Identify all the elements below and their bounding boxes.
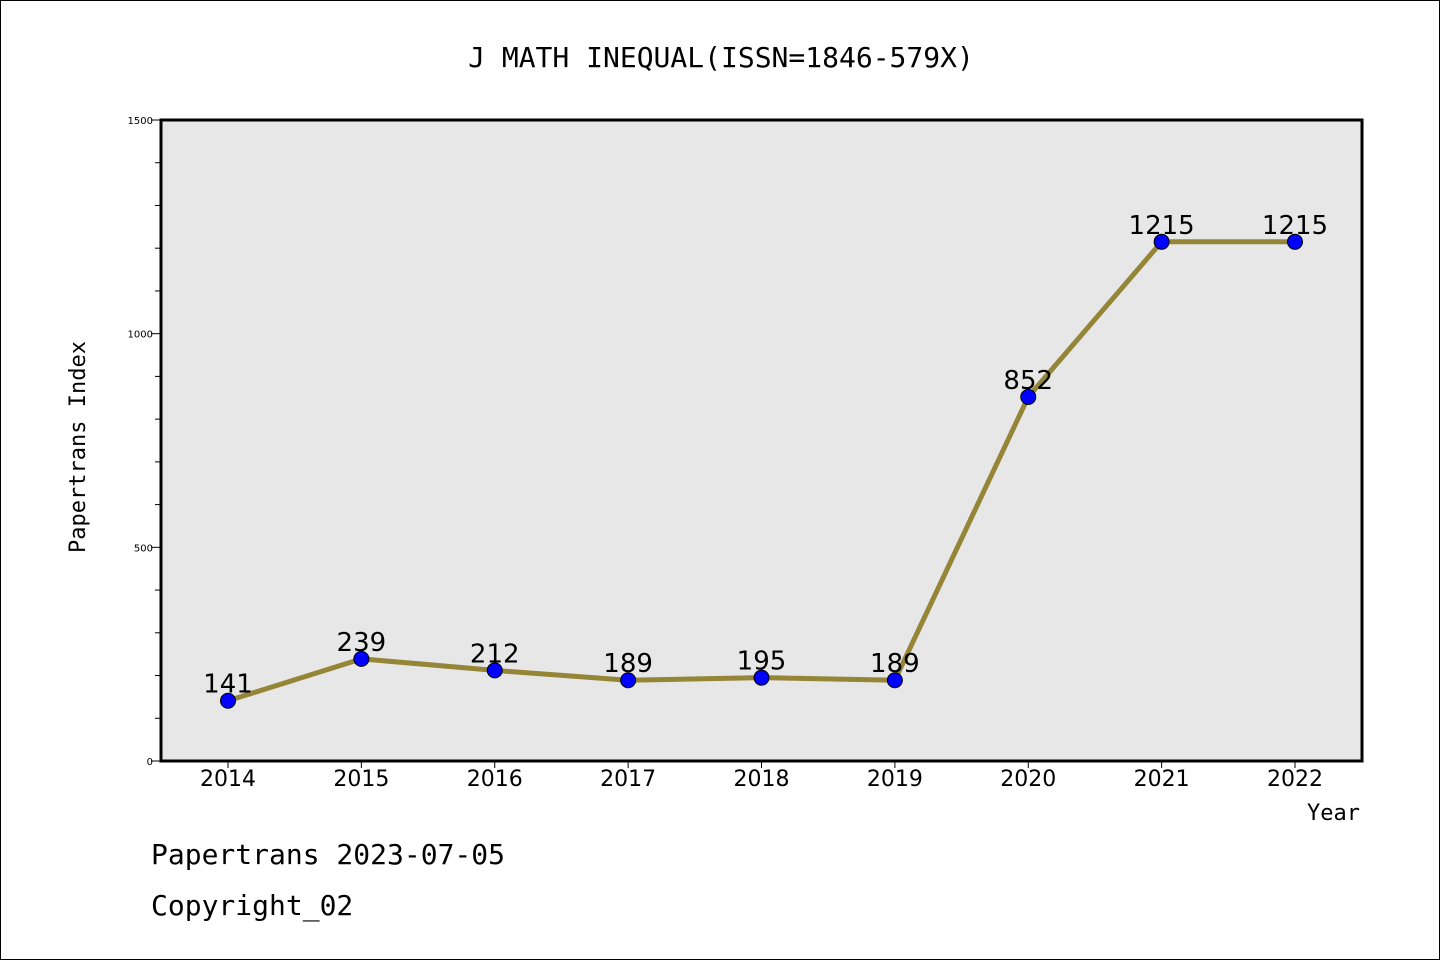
data-label: 189 bbox=[603, 649, 653, 679]
x-tick-label: 2019 bbox=[867, 767, 923, 792]
x-tick-label: 2021 bbox=[1134, 767, 1190, 792]
x-axis-label: Year bbox=[1307, 801, 1360, 826]
chart-title: J MATH INEQUAL(ISSN=1846-579X) bbox=[468, 41, 974, 74]
data-label: 189 bbox=[870, 649, 920, 679]
x-tick-label: 2018 bbox=[734, 767, 790, 792]
data-point bbox=[353, 650, 370, 667]
footer-copyright: Copyright_02 bbox=[151, 889, 353, 923]
data-label: 239 bbox=[337, 628, 387, 658]
x-tick-label: 2016 bbox=[467, 767, 523, 792]
y-tick-label: 1000 bbox=[128, 330, 153, 341]
footer-date: Papertrans 2023-07-05 bbox=[151, 838, 505, 871]
points-group bbox=[220, 233, 1303, 709]
data-point bbox=[620, 672, 637, 689]
y-tick-label: 0 bbox=[147, 757, 153, 768]
data-point bbox=[886, 672, 903, 689]
x-axis-ticks: 2014 2015 2016 2017 2018 2019 2020 2021 2022 bbox=[200, 761, 1323, 792]
data-label: 141 bbox=[203, 670, 253, 700]
data-point bbox=[1153, 233, 1170, 250]
x-tick-label: 2014 bbox=[200, 767, 256, 792]
data-label: 212 bbox=[470, 639, 520, 669]
data-label: 852 bbox=[1003, 366, 1053, 396]
data-label: 1215 bbox=[1129, 211, 1195, 241]
y-axis-label: Papertrans Index bbox=[66, 341, 91, 553]
data-point bbox=[753, 669, 770, 686]
x-tick-label: 2015 bbox=[333, 767, 389, 792]
data-labels-group: 141 239 212 189 195 189 852 1215 1215 bbox=[203, 211, 1328, 700]
x-tick-label: 2020 bbox=[1000, 767, 1056, 792]
data-point bbox=[486, 662, 503, 679]
data-point bbox=[1287, 233, 1303, 250]
data-label: 195 bbox=[737, 647, 787, 677]
data-point bbox=[1020, 388, 1037, 405]
x-tick-label: 2017 bbox=[600, 767, 656, 792]
y-tick-label: 500 bbox=[134, 543, 153, 554]
y-tick-label: 1500 bbox=[128, 116, 153, 127]
y-axis-ticks: 0 500 1000 1500 bbox=[128, 116, 161, 768]
x-tick-label: 2022 bbox=[1267, 767, 1323, 792]
data-label: 1215 bbox=[1262, 211, 1328, 241]
data-point bbox=[220, 692, 236, 709]
